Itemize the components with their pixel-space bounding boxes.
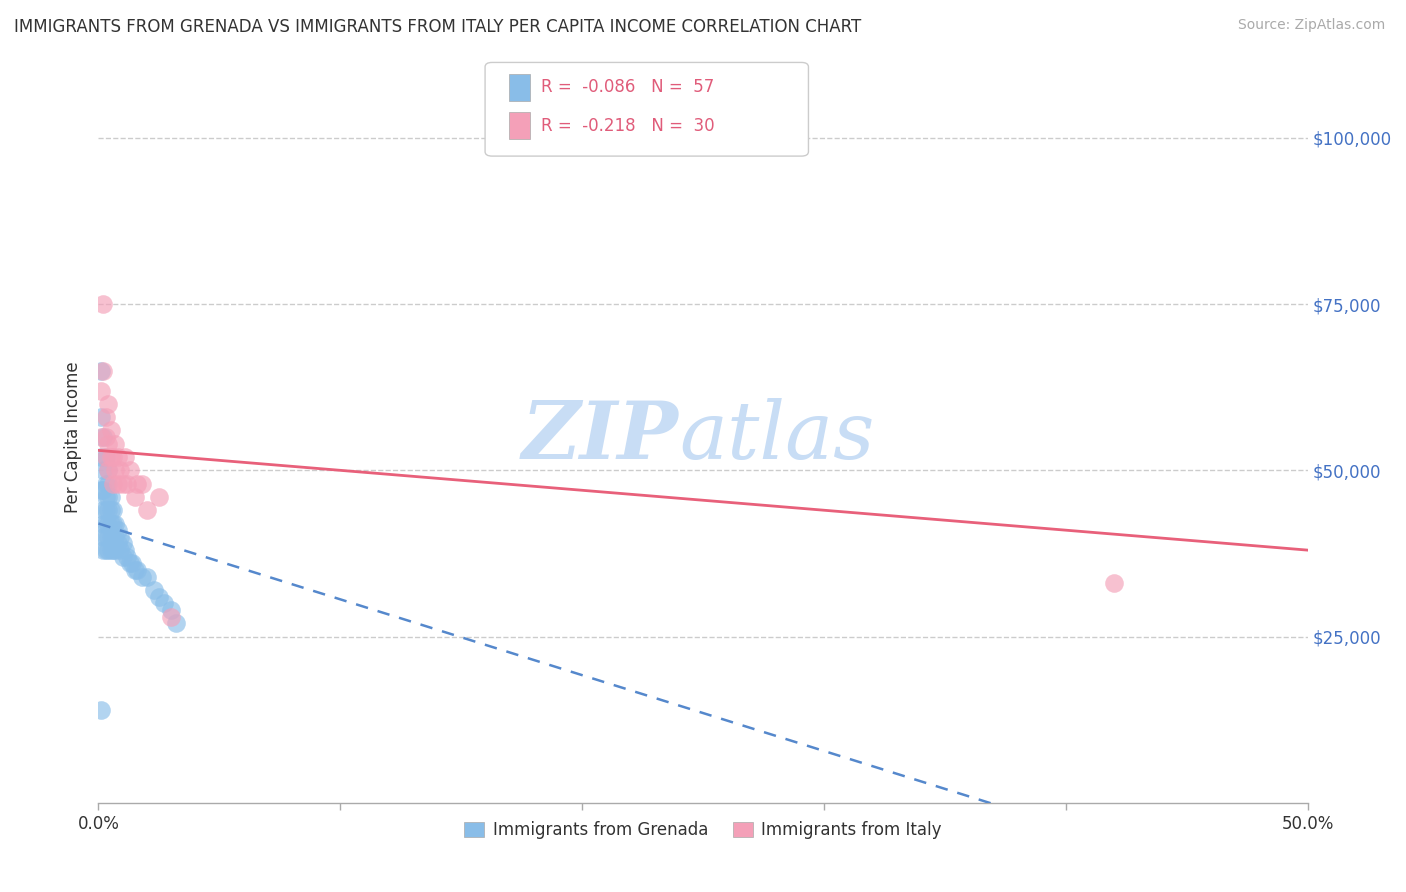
Point [97, 463, 120, 477]
Point [114, 543, 136, 558]
Point [94, 450, 117, 464]
Y-axis label: Per Capita Income: Per Capita Income [65, 361, 83, 513]
Point [94, 516, 117, 531]
Point [104, 530, 127, 544]
Point [91, 430, 114, 444]
Point [90, 450, 112, 464]
Point [100, 424, 122, 438]
Point [111, 476, 134, 491]
Point [131, 570, 153, 584]
Point [91, 503, 114, 517]
Point [97, 503, 120, 517]
Point [124, 490, 146, 504]
Point [111, 549, 134, 564]
Point [104, 516, 127, 531]
Point [107, 476, 129, 491]
Point [148, 590, 170, 604]
Point [104, 463, 127, 477]
Point [97, 490, 120, 504]
Point [91, 297, 114, 311]
Point [94, 490, 117, 504]
Point [100, 490, 122, 504]
Point [117, 476, 139, 491]
Point [90, 430, 112, 444]
Point [91, 463, 114, 477]
Point [127, 476, 149, 491]
Point [91, 363, 114, 377]
Point [152, 596, 174, 610]
Point [100, 503, 122, 517]
Point [94, 530, 117, 544]
Point [90, 483, 112, 498]
Point [94, 410, 117, 425]
Text: Source: ZipAtlas.com: Source: ZipAtlas.com [1237, 18, 1385, 32]
Point [108, 530, 131, 544]
Point [90, 410, 112, 425]
Point [107, 536, 129, 550]
Point [121, 557, 143, 571]
Point [90, 384, 112, 398]
Point [135, 503, 157, 517]
Point [114, 450, 136, 464]
Point [97, 543, 120, 558]
Point [97, 397, 120, 411]
Point [127, 563, 149, 577]
Point [143, 582, 166, 597]
Point [108, 463, 131, 477]
Point [101, 476, 124, 491]
Point [101, 530, 124, 544]
Text: IMMIGRANTS FROM GRENADA VS IMMIGRANTS FROM ITALY PER CAPITA INCOME CORRELATION C: IMMIGRANTS FROM GRENADA VS IMMIGRANTS FR… [14, 18, 862, 36]
Point [148, 490, 170, 504]
Point [101, 543, 124, 558]
Point [94, 503, 117, 517]
Point [100, 543, 122, 558]
Point [107, 523, 129, 537]
Point [100, 530, 122, 544]
Point [101, 450, 124, 464]
Point [97, 436, 120, 450]
Point [94, 543, 117, 558]
Point [91, 543, 114, 558]
Point [1102, 576, 1125, 591]
Point [101, 503, 124, 517]
Point [160, 603, 183, 617]
Text: atlas: atlas [679, 399, 875, 475]
Point [97, 530, 120, 544]
Legend: Immigrants from Grenada, Immigrants from Italy: Immigrants from Grenada, Immigrants from… [457, 814, 949, 846]
Point [104, 543, 127, 558]
Point [108, 543, 131, 558]
Point [91, 530, 114, 544]
Point [107, 450, 129, 464]
Point [118, 557, 141, 571]
Text: R =  -0.218   N =  30: R = -0.218 N = 30 [541, 117, 714, 135]
Point [135, 570, 157, 584]
Point [111, 536, 134, 550]
Point [97, 476, 120, 491]
Point [94, 450, 117, 464]
Text: R =  -0.086   N =  57: R = -0.086 N = 57 [541, 78, 714, 96]
Point [91, 483, 114, 498]
Point [124, 563, 146, 577]
Point [165, 616, 187, 631]
Point [90, 363, 112, 377]
Point [100, 450, 122, 464]
Point [160, 609, 183, 624]
Point [97, 463, 120, 477]
Point [91, 516, 114, 531]
Point [94, 430, 117, 444]
Text: ZIP: ZIP [522, 399, 679, 475]
Point [94, 476, 117, 491]
Point [117, 549, 139, 564]
Point [101, 516, 124, 531]
Point [100, 516, 122, 531]
Point [104, 436, 127, 450]
Point [97, 516, 120, 531]
Point [131, 476, 153, 491]
Point [118, 463, 141, 477]
Point [90, 703, 112, 717]
